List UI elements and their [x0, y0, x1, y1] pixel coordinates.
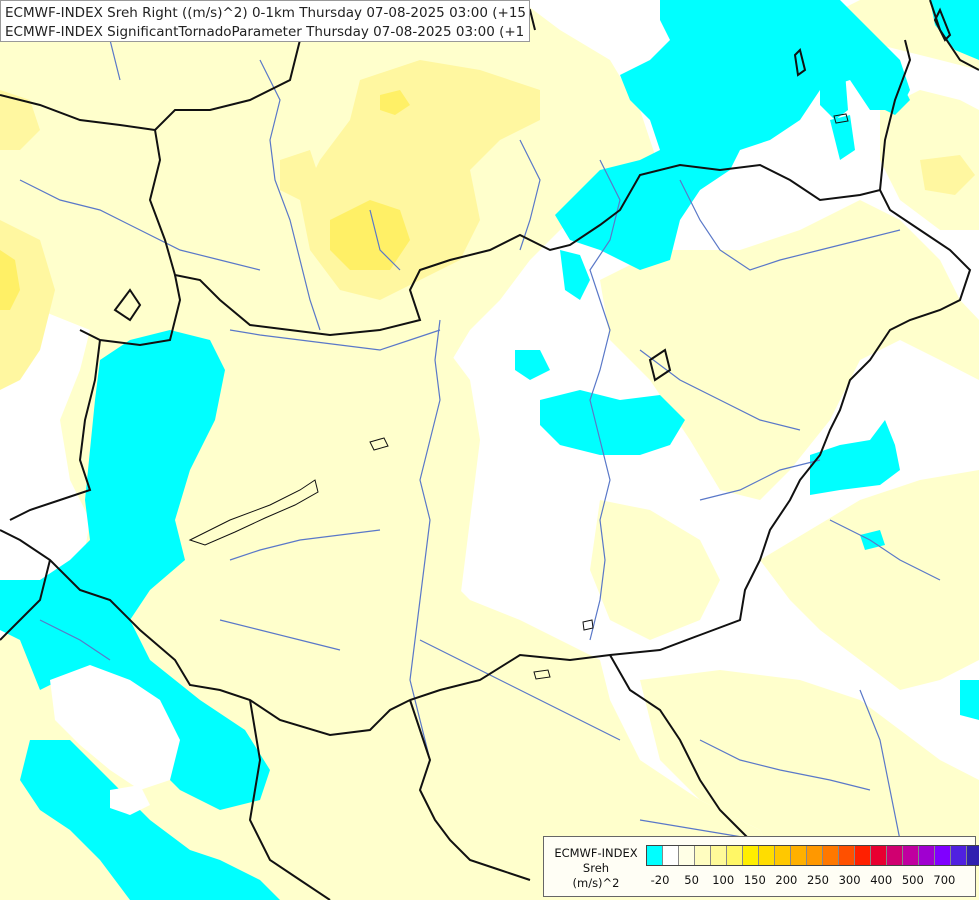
- legend-swatch: [871, 846, 887, 865]
- legend-swatch: [663, 846, 679, 865]
- legend-tick-label: 200: [775, 873, 798, 887]
- legend-swatch: [679, 846, 695, 865]
- title-line-stp: ECMWF-INDEX SignificantTornadoParameter …: [5, 24, 525, 40]
- legend-tick-label: 400: [870, 873, 893, 887]
- sreh-near-zero-pockets: [50, 665, 180, 815]
- legend-tick-label: -20: [650, 873, 670, 887]
- legend-swatch: [823, 846, 839, 865]
- legend-swatch: [919, 846, 935, 865]
- legend-variable: Sreh: [582, 861, 610, 875]
- map-title-box: ECMWF-INDEX Sreh Right ((m/s)^2) 0-1km T…: [0, 0, 530, 42]
- legend-tick-label: 150: [743, 873, 766, 887]
- legend-tick-label: 700: [933, 873, 956, 887]
- legend-swatch: [647, 846, 663, 865]
- title-line-sreh: ECMWF-INDEX Sreh Right ((m/s)^2) 0-1km T…: [5, 5, 525, 21]
- lakes: [188, 113, 849, 680]
- legend-swatch: [759, 846, 775, 865]
- legend-swatch: [743, 846, 759, 865]
- legend-swatch: [951, 846, 967, 865]
- sreh-150-200-fields: [0, 90, 410, 310]
- legend-swatch: [791, 846, 807, 865]
- legend-unit: (m/s)^2: [572, 876, 620, 890]
- legend-swatch: [807, 846, 823, 865]
- legend-swatch: [967, 846, 979, 865]
- legend-swatch: [839, 846, 855, 865]
- legend-tick-label: 100: [712, 873, 735, 887]
- legend-swatch: [727, 846, 743, 865]
- legend-tick-label: 250: [807, 873, 829, 887]
- legend-swatch: [775, 846, 791, 865]
- legend-tick-label: 500: [901, 873, 924, 887]
- legend-tick-label: 300: [838, 873, 861, 887]
- legend-swatch: [935, 846, 951, 865]
- legend-swatch: [711, 846, 727, 865]
- legend-ticks: -20 50 100 150 200 250 300 400 500 700: [646, 873, 976, 889]
- legend-swatch: [903, 846, 919, 865]
- color-legend: ECMWF-INDEX Sreh (m/s)^2 -20 50 100 150 200 2…: [543, 836, 979, 897]
- legend-swatch: [855, 846, 871, 865]
- legend-swatch: [695, 846, 711, 865]
- legend-source: ECMWF-INDEX: [554, 846, 638, 860]
- legend-tick-label: 50: [684, 873, 699, 887]
- legend-swatches: [646, 845, 979, 866]
- legend-swatch: [887, 846, 903, 865]
- legend-header: ECMWF-INDEX Sreh (m/s)^2: [548, 846, 644, 891]
